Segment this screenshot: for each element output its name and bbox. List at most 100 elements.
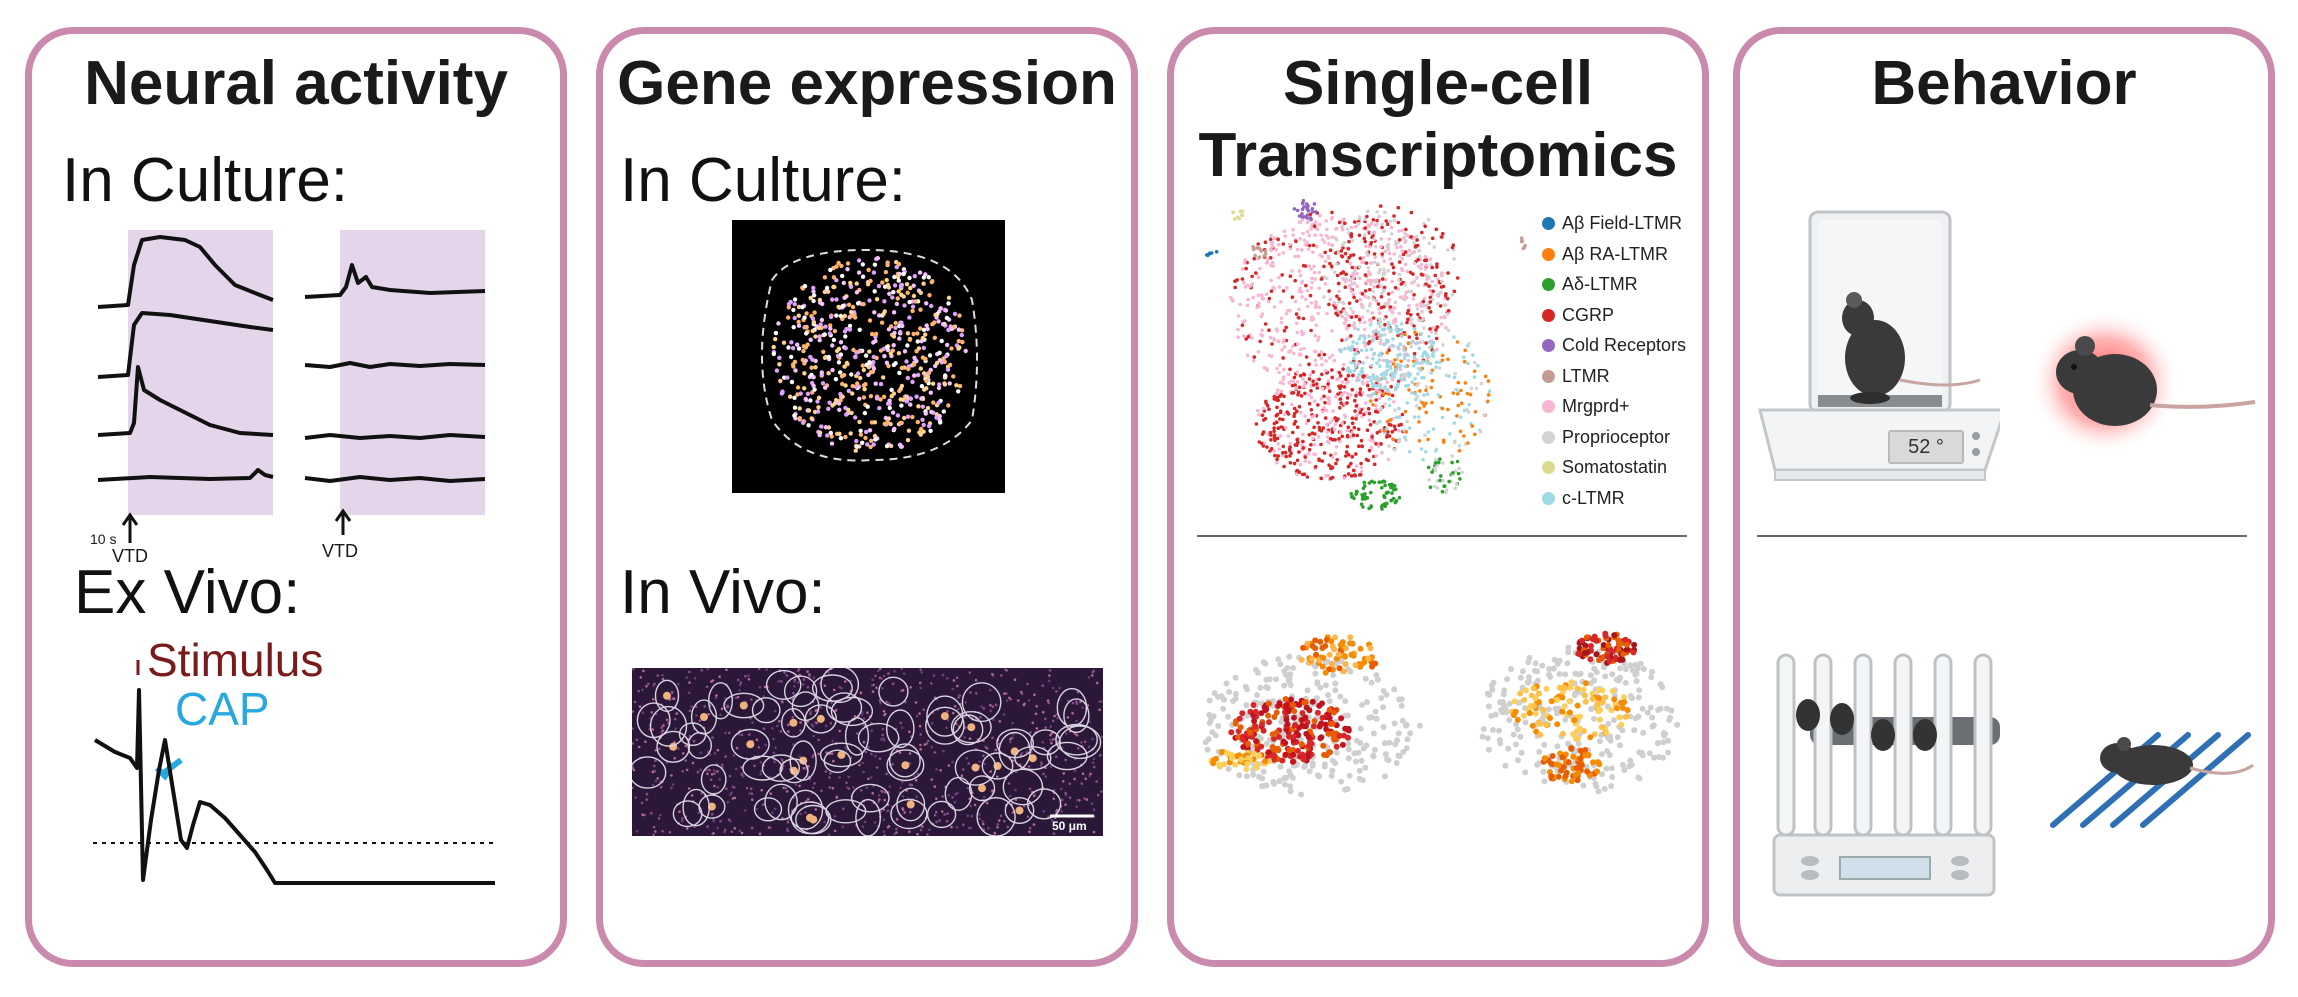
cell-dot: [1330, 235, 1335, 239]
tissue-signal-dot: [1073, 769, 1077, 772]
cell-dot: [1418, 254, 1422, 259]
tissue-signal-dot: [998, 819, 1001, 822]
cell-dot: [1367, 387, 1372, 392]
cell-dot: [1349, 253, 1353, 258]
cell-dot: [1455, 414, 1459, 418]
transcript-dot: [888, 324, 894, 329]
cell-dot: [1387, 403, 1392, 408]
cell-dot: [1361, 260, 1365, 264]
cell-dot: [1264, 292, 1269, 296]
tissue-signal-dot: [681, 819, 684, 823]
cell-dot: [1424, 303, 1429, 308]
expression-dot: [1263, 782, 1270, 789]
tissue-signal-dot: [1003, 692, 1006, 695]
cell-dot: [1320, 410, 1325, 414]
expression-dot: [1332, 687, 1339, 694]
cell-dot: [1428, 361, 1433, 366]
tissue-signal-dot: [994, 748, 998, 752]
cell-dot: [1371, 357, 1375, 361]
expression-dot: [1532, 710, 1539, 717]
tissue-signal-dot: [870, 776, 873, 779]
cell-dot: [1403, 262, 1408, 267]
transcript-dot: [802, 386, 807, 391]
tissue-signal-dot: [941, 795, 944, 798]
cell-dot: [1308, 212, 1313, 217]
tissue-signal-dot: [732, 786, 736, 789]
cell-dot: [1311, 243, 1316, 248]
tissue-signal-dot: [871, 678, 874, 681]
expression-dot: [1235, 734, 1242, 740]
cell-dot: [1293, 383, 1297, 387]
tissue-signal-dot: [739, 701, 748, 710]
expression-dot: [1543, 685, 1550, 692]
transcript-dot: [842, 313, 847, 319]
tissue-signal-dot: [828, 786, 832, 789]
expression-dot: [1517, 733, 1524, 740]
panel-3-divider: [1197, 535, 1687, 537]
expression-dot: [1324, 658, 1331, 665]
cell-dot: [1455, 276, 1460, 280]
cell-dot: [1342, 321, 1347, 326]
cell-outline: [761, 754, 800, 782]
cell-dot: [1385, 360, 1389, 365]
cell-dot: [1442, 484, 1446, 489]
cell-dot: [1363, 273, 1368, 277]
tissue-signal-dot: [1092, 808, 1096, 811]
expression-dot: [1345, 712, 1351, 719]
expression-dot: [1567, 684, 1574, 691]
cell-dot: [1229, 295, 1233, 300]
expression-dot: [1574, 702, 1581, 709]
tissue-signal-dot: [833, 829, 837, 833]
tissue-signal-dot: [806, 670, 809, 673]
tissue-signal-dot: [893, 832, 896, 836]
tissue-signal-dot: [759, 761, 763, 764]
transcript-dot: [827, 400, 832, 405]
cell-dot: [1444, 490, 1448, 495]
cell-dot: [1403, 332, 1407, 337]
tissue-signal-dot: [925, 742, 929, 745]
cell-dot: [1468, 392, 1473, 397]
transcript-dot: [910, 414, 915, 420]
expression-dot: [1615, 640, 1622, 647]
expression-dot: [1308, 655, 1315, 662]
cell-dot: [1393, 371, 1398, 375]
cell-dot: [1379, 373, 1384, 377]
cell-dot: [1444, 292, 1448, 296]
cell-dot: [1299, 410, 1303, 415]
tissue-signal-dot: [938, 819, 941, 822]
cell-dot: [1403, 298, 1407, 302]
cell-dot: [1405, 233, 1410, 238]
cell-dot: [1272, 337, 1276, 341]
cell-dot: [1450, 454, 1454, 458]
tissue-signal-dot: [998, 720, 1002, 723]
cell-dot: [1313, 464, 1318, 469]
transcript-dot: [863, 429, 869, 435]
cell-dot: [1358, 276, 1362, 281]
cell-dot: [1382, 370, 1386, 375]
cell-dot: [1361, 256, 1366, 260]
cell-dot: [1429, 385, 1434, 390]
cell-dot: [1325, 311, 1329, 316]
cell-dot: [1380, 450, 1384, 455]
tissue-signal-dot: [773, 760, 776, 764]
tissue-signal-dot: [654, 779, 658, 783]
cell-dot: [1333, 416, 1337, 420]
transcript-dot: [905, 331, 911, 336]
transcript-dot: [891, 310, 897, 315]
expression-dot: [1632, 661, 1639, 668]
expression-dot: [1598, 724, 1605, 731]
tissue-signal-dot: [729, 820, 732, 823]
transcript-dot: [905, 290, 910, 295]
cell-dot: [1322, 264, 1326, 269]
cell-outline: [751, 697, 781, 724]
transcript-dot: [846, 302, 852, 307]
cell-dot: [1315, 227, 1320, 232]
expression-dot: [1492, 711, 1499, 718]
expression-dot: [1560, 764, 1567, 771]
expression-dot: [1506, 700, 1513, 707]
cell-dot: [1409, 344, 1414, 349]
transcript-dot: [863, 382, 868, 387]
tissue-signal-dot: [941, 673, 945, 677]
cell-dot: [1291, 430, 1295, 435]
cell-dot: [1416, 283, 1420, 288]
